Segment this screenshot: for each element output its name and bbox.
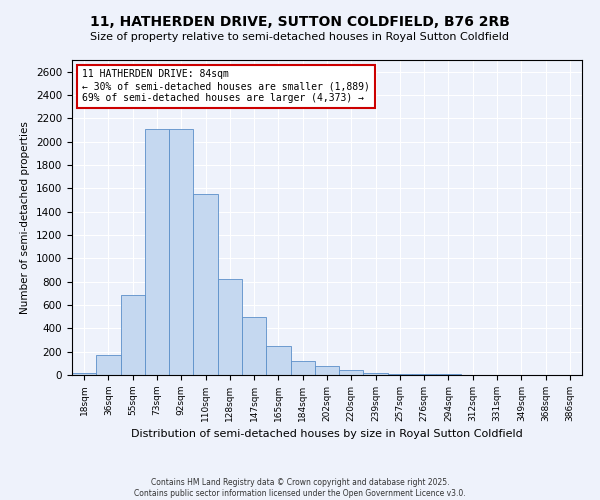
Bar (436, 374, 461, 375)
X-axis label: Distribution of semi-detached houses by size in Royal Sutton Coldfield: Distribution of semi-detached houses by … (131, 430, 523, 440)
Bar (290, 361, 315, 375)
Text: 11 HATHERDEN DRIVE: 84sqm
← 30% of semi-detached houses are smaller (1,889)
69% : 11 HATHERDEN DRIVE: 84sqm ← 30% of semi-… (82, 70, 370, 102)
Bar (218, 280, 242, 375)
Bar (339, 370, 364, 375)
Bar (169, 129, 193, 375)
Bar (388, 374, 412, 375)
Bar (193, 194, 218, 375)
Bar (72, 373, 96, 375)
Text: 11, HATHERDEN DRIVE, SUTTON COLDFIELD, B76 2RB: 11, HATHERDEN DRIVE, SUTTON COLDFIELD, B… (90, 15, 510, 29)
Bar (121, 294, 145, 375)
Bar (145, 129, 169, 375)
Bar (315, 366, 339, 375)
Bar (266, 346, 290, 375)
Y-axis label: Number of semi-detached properties: Number of semi-detached properties (20, 121, 31, 314)
Bar (364, 372, 388, 375)
Bar (412, 374, 436, 375)
Text: Size of property relative to semi-detached houses in Royal Sutton Coldfield: Size of property relative to semi-detach… (91, 32, 509, 42)
Bar (96, 354, 121, 375)
Text: Contains HM Land Registry data © Crown copyright and database right 2025.
Contai: Contains HM Land Registry data © Crown c… (134, 478, 466, 498)
Bar (242, 316, 266, 375)
